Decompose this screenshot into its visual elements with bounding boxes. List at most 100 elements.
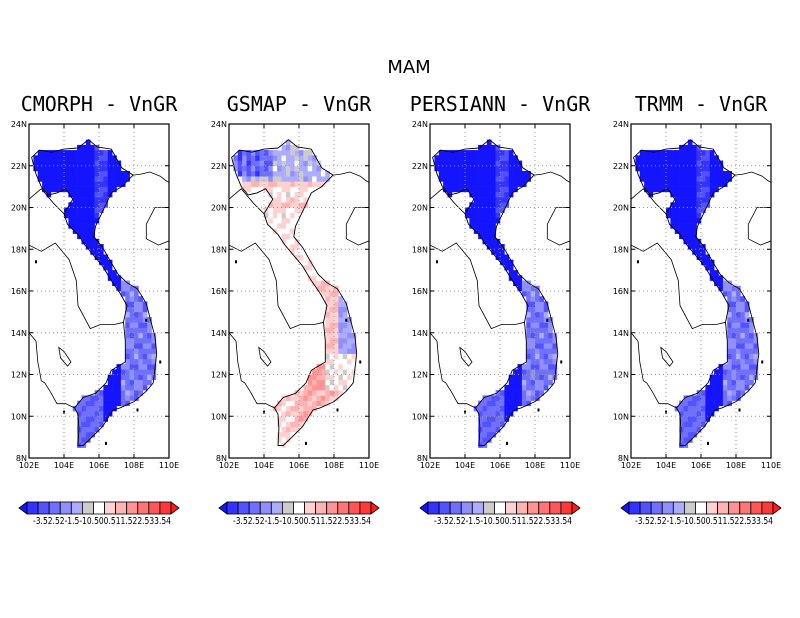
- data-cell: [42, 170, 47, 177]
- data-cell: [530, 291, 536, 297]
- data-cell: [338, 322, 344, 328]
- data-cell: [312, 181, 317, 187]
- data-cell: [90, 416, 95, 422]
- data-cell: [517, 170, 523, 177]
- data-cell: [679, 202, 684, 208]
- data-cell: [460, 160, 466, 167]
- data-cell: [285, 176, 291, 182]
- data-cell: [491, 238, 496, 245]
- data-cell: [539, 327, 545, 334]
- data-cell: [731, 364, 737, 370]
- data-cell: [749, 348, 754, 354]
- data-cell: [513, 280, 518, 287]
- data-cell: [687, 139, 693, 146]
- data-cell: [281, 181, 287, 187]
- data-cell: [68, 176, 74, 182]
- data-cell: [99, 207, 104, 214]
- border-line: [631, 332, 648, 384]
- data-cell: [679, 426, 684, 433]
- data-cell: [539, 384, 545, 391]
- colorbar-box: [337, 501, 350, 515]
- data-cell: [281, 217, 287, 224]
- data-cell: [134, 332, 139, 339]
- data-cell: [674, 186, 680, 193]
- data-cell: [250, 170, 256, 177]
- data-cell: [486, 181, 492, 187]
- data-cell: [303, 384, 309, 391]
- data-cell: [42, 150, 47, 156]
- data-cell: [99, 390, 104, 396]
- data-cell: [129, 311, 135, 318]
- data-cell: [500, 186, 505, 193]
- data-cell: [55, 176, 60, 182]
- data-cell: [138, 337, 144, 344]
- data-cell: [277, 405, 282, 412]
- colorbar-box: [471, 501, 484, 515]
- data-cell: [460, 186, 466, 193]
- data-cell: [744, 353, 750, 360]
- data-cell: [325, 306, 330, 313]
- data-cell: [736, 364, 741, 370]
- data-cell: [696, 197, 702, 203]
- data-cell: [460, 181, 466, 187]
- data-cell: [107, 384, 113, 391]
- island-marker: [707, 441, 709, 445]
- data-cell: [696, 395, 702, 401]
- data-cell: [736, 301, 741, 307]
- data-cell: [99, 202, 104, 208]
- data-cell: [281, 155, 287, 161]
- data-cell: [50, 186, 56, 193]
- data-cell: [285, 405, 291, 412]
- data-cell: [246, 186, 252, 193]
- data-cell: [129, 306, 135, 313]
- data-cell: [312, 374, 317, 381]
- data-cell: [657, 150, 662, 156]
- island-marker: [637, 260, 639, 264]
- data-cell: [325, 353, 330, 360]
- data-cell: [639, 155, 645, 161]
- data-cell: [320, 285, 326, 292]
- data-cell: [147, 348, 152, 354]
- y-tick-label: 12N: [412, 371, 428, 380]
- data-cell: [33, 160, 39, 167]
- data-cell: [120, 280, 126, 287]
- data-cell: [521, 176, 527, 182]
- data-cell: [473, 207, 479, 214]
- data-cell: [543, 384, 549, 391]
- data-cell: [272, 150, 278, 156]
- data-cell: [329, 395, 335, 401]
- data-cell: [451, 150, 457, 156]
- data-cell: [72, 212, 78, 219]
- data-cell: [264, 155, 269, 161]
- colorbar-box: [359, 501, 372, 515]
- data-cell: [299, 244, 304, 250]
- data-cell: [316, 181, 322, 187]
- data-cell: [517, 181, 523, 187]
- data-cell: [138, 390, 144, 396]
- data-cell: [250, 160, 256, 167]
- data-cell: [727, 311, 732, 318]
- data-cell: [434, 160, 440, 167]
- data-cell: [674, 170, 680, 177]
- data-cell: [744, 327, 750, 334]
- data-cell: [535, 327, 540, 334]
- data-cell: [277, 181, 282, 187]
- data-cell: [116, 390, 122, 396]
- data-cell: [255, 160, 260, 167]
- data-cell: [77, 437, 82, 443]
- data-cell: [303, 191, 309, 198]
- data-cell: [679, 421, 684, 427]
- data-cell: [482, 155, 488, 161]
- data-cell: [303, 170, 309, 177]
- data-cell: [482, 207, 488, 214]
- data-cell: [334, 301, 339, 307]
- data-cell: [138, 343, 144, 349]
- data-cell: [517, 280, 523, 287]
- data-cell: [486, 160, 492, 167]
- data-cell: [138, 311, 144, 318]
- data-cell: [674, 150, 680, 156]
- colorbar-box: [482, 501, 495, 515]
- data-cell: [334, 395, 339, 401]
- data-cell: [285, 217, 291, 224]
- data-cell: [55, 181, 60, 187]
